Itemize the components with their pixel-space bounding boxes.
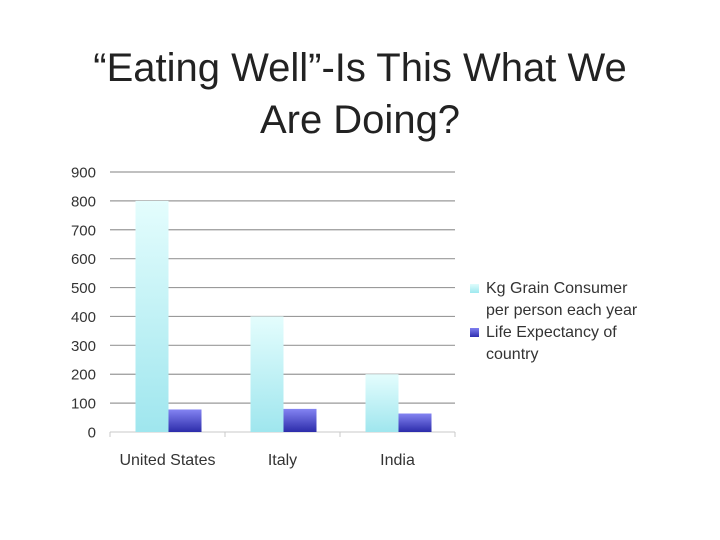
legend-label-grain: Kg Grain Consumer per person each year (486, 278, 637, 322)
y-tick-label: 0 (88, 425, 96, 442)
y-tick-label: 100 (71, 396, 96, 413)
y-tick-label: 500 (71, 280, 96, 297)
legend-swatch-grain (470, 284, 479, 293)
x-category-label: Italy (268, 452, 297, 469)
x-category-label: India (380, 452, 415, 469)
bar-life-expectancy-united-states (168, 409, 202, 432)
y-tick-label: 900 (71, 165, 96, 182)
bar-life-expectancy-india (398, 413, 432, 432)
legend-item-grain: Kg Grain Consumer per person each year (470, 278, 700, 322)
y-tick-label: 300 (71, 338, 96, 355)
y-tick-label: 200 (71, 367, 96, 384)
legend-label-grain-line-2: per person each year (486, 302, 638, 319)
legend-label-life-expectancy-line-2: country (486, 346, 539, 363)
y-tick-label: 800 (71, 193, 96, 210)
chart-legend: Kg Grain Consumer per person each year L… (470, 278, 700, 366)
legend-label-life-expectancy-line-1: Life Expectancy of (486, 324, 617, 341)
legend-swatch-life-expectancy (470, 328, 479, 337)
bar-grain-india (365, 374, 399, 432)
legend-item-life-expectancy: Life Expectancy of country (470, 322, 700, 366)
slide-title: “Eating Well”-Is This What We Are Doing? (0, 42, 720, 146)
y-tick-label: 600 (71, 251, 96, 268)
bar-grain-italy (250, 316, 284, 432)
slide-title-line-2: Are Doing? (259, 98, 461, 142)
legend-label-life-expectancy: Life Expectancy of country (486, 322, 617, 366)
x-category-label: United States (119, 452, 215, 469)
slide-title-line-1: “Eating Well”-Is This What We (93, 46, 627, 90)
y-tick-label: 700 (71, 222, 96, 239)
bar-life-expectancy-italy (283, 408, 317, 432)
bar-grain-united-states (135, 200, 169, 432)
y-tick-label: 400 (71, 309, 96, 326)
legend-label-grain-line-1: Kg Grain Consumer (486, 280, 628, 297)
